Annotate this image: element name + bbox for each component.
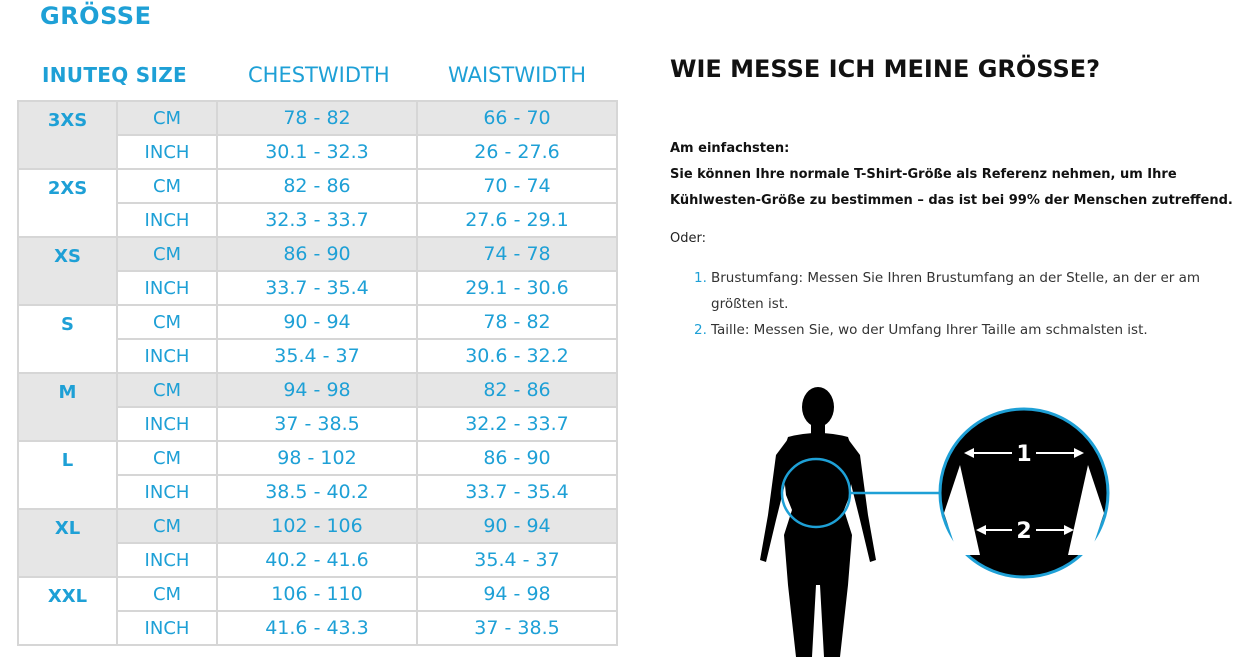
list-item: 1. Brustumfang: Messen Sie Ihren Brustum… bbox=[694, 265, 1214, 317]
unit-inch: INCH bbox=[118, 204, 218, 238]
chest-cm-value: 78 - 82 bbox=[218, 102, 418, 136]
chest-inch-value: 35.4 - 37 bbox=[218, 340, 418, 374]
oder-text: Oder: bbox=[670, 231, 706, 246]
size-group-xxl: XXL CM 106 - 110 94 - 98 INCH 41.6 - 43.3 37 -… bbox=[19, 578, 616, 646]
size-label: M bbox=[19, 374, 118, 442]
waist-inch-value: 33.7 - 35.4 bbox=[418, 476, 616, 510]
unit-inch: INCH bbox=[118, 476, 218, 510]
unit-cm: CM bbox=[118, 306, 218, 340]
waist-cm-value: 70 - 74 bbox=[418, 170, 616, 204]
unit-inch: INCH bbox=[118, 340, 218, 374]
size-label: XL bbox=[19, 510, 118, 578]
arrow-left-icon bbox=[976, 525, 986, 535]
step-text-line-1: Brustumfang: Messen Sie Ihren Brustumfan… bbox=[711, 270, 1201, 286]
unit-cm: CM bbox=[118, 442, 218, 476]
size-group-xs: XS CM 86 - 90 74 - 78 INCH 33.7 - 35.4 29.1 - … bbox=[19, 238, 616, 306]
body-silhouette-icon bbox=[760, 387, 876, 657]
unit-cm: CM bbox=[118, 510, 218, 544]
measure-steps: 1. Brustumfang: Messen Sie Ihren Brustum… bbox=[694, 265, 1214, 343]
waist-cm-value: 66 - 70 bbox=[418, 102, 616, 136]
size-group-s: S CM 90 - 94 78 - 82 INCH 35.4 - 37 30.6 - 32.… bbox=[19, 306, 616, 374]
unit-cm: CM bbox=[118, 170, 218, 204]
chest-inch-value: 33.7 - 35.4 bbox=[218, 272, 418, 306]
size-group-l: L CM 98 - 102 86 - 90 INCH 38.5 - 40.2 33.7 - … bbox=[19, 442, 616, 510]
reference-line-2: Kühlwesten-Größe zu bestimmen – das ist … bbox=[670, 193, 1233, 208]
waist-inch-value: 37 - 38.5 bbox=[418, 612, 616, 646]
step-number: 2. bbox=[694, 322, 707, 338]
waist-cm-value: 74 - 78 bbox=[418, 238, 616, 272]
waist-cm-value: 90 - 94 bbox=[418, 510, 616, 544]
size-group-xl: XL CM 102 - 106 90 - 94 INCH 40.2 - 41.6 35.4 … bbox=[19, 510, 616, 578]
chest-inch-value: 37 - 38.5 bbox=[218, 408, 418, 442]
unit-cm: CM bbox=[118, 374, 218, 408]
step-text-line-2: größten ist. bbox=[711, 296, 789, 312]
waist-inch-value: 32.2 - 33.7 bbox=[418, 408, 616, 442]
intro-bold: Am einfachsten: bbox=[670, 141, 790, 156]
size-table: INUTEQ SIZE CHESTWIDTH WAISTWIDTH 3XS CM 7… bbox=[17, 53, 618, 646]
size-label: L bbox=[19, 442, 118, 510]
header-waist: WAISTWIDTH bbox=[448, 63, 587, 87]
waist-cm-value: 86 - 90 bbox=[418, 442, 616, 476]
measurement-figure: 1 2 bbox=[760, 387, 1110, 657]
unit-inch: INCH bbox=[118, 544, 218, 578]
chest-cm-value: 106 - 110 bbox=[218, 578, 418, 612]
chest-cm-value: 98 - 102 bbox=[218, 442, 418, 476]
waist-inch-value: 26 - 27.6 bbox=[418, 136, 616, 170]
waist-inch-value: 27.6 - 29.1 bbox=[418, 204, 616, 238]
arrow-right-icon bbox=[1074, 448, 1084, 458]
table-header: INUTEQ SIZE CHESTWIDTH WAISTWIDTH bbox=[17, 53, 618, 100]
chest-inch-value: 40.2 - 41.6 bbox=[218, 544, 418, 578]
waist-inch-value: 35.4 - 37 bbox=[418, 544, 616, 578]
size-group-2xs: 2XS CM 82 - 86 70 - 74 INCH 32.3 - 33.7 27.6 -… bbox=[19, 170, 616, 238]
chest-cm-value: 90 - 94 bbox=[218, 306, 418, 340]
chest-cm-value: 86 - 90 bbox=[218, 238, 418, 272]
waist-inch-value: 29.1 - 30.6 bbox=[418, 272, 616, 306]
unit-inch: INCH bbox=[118, 408, 218, 442]
header-chest: CHESTWIDTH bbox=[248, 63, 390, 87]
chest-cm-value: 82 - 86 bbox=[218, 170, 418, 204]
arrow-left-icon bbox=[964, 448, 974, 458]
step-text: Taille: Messen Sie, wo der Umfang Ihrer … bbox=[711, 322, 1148, 338]
size-label: S bbox=[19, 306, 118, 374]
waist-inch-value: 30.6 - 32.2 bbox=[418, 340, 616, 374]
label-waist: 2 bbox=[1016, 519, 1031, 544]
label-chest: 1 bbox=[1016, 442, 1031, 467]
chest-cm-value: 94 - 98 bbox=[218, 374, 418, 408]
howto-title: WIE MESSE ICH MEINE GRÖSSE? bbox=[670, 55, 1101, 83]
unit-cm: CM bbox=[118, 238, 218, 272]
step-text: Brustumfang: Messen Sie Ihren Brustumfan… bbox=[711, 265, 1200, 317]
unit-cm: CM bbox=[118, 102, 218, 136]
table-body: 3XS CM 78 - 82 66 - 70 INCH 30.1 - 32.3 26 - 2… bbox=[17, 100, 618, 646]
size-group-m: M CM 94 - 98 82 - 86 INCH 37 - 38.5 32.2 - 33.… bbox=[19, 374, 616, 442]
list-item: 2. Taille: Messen Sie, wo der Umfang Ihr… bbox=[694, 317, 1214, 343]
chest-cm-value: 102 - 106 bbox=[218, 510, 418, 544]
waist-cm-value: 94 - 98 bbox=[418, 578, 616, 612]
size-label: XS bbox=[19, 238, 118, 306]
waist-cm-value: 78 - 82 bbox=[418, 306, 616, 340]
unit-inch: INCH bbox=[118, 136, 218, 170]
size-label: XXL bbox=[19, 578, 118, 646]
unit-inch: INCH bbox=[118, 272, 218, 306]
chest-inch-value: 32.3 - 33.7 bbox=[218, 204, 418, 238]
page-title: GRÖSSE bbox=[40, 2, 152, 30]
arrow-right-icon bbox=[1064, 525, 1074, 535]
chest-inch-value: 30.1 - 32.3 bbox=[218, 136, 418, 170]
step-number: 1. bbox=[694, 270, 707, 286]
waist-cm-value: 82 - 86 bbox=[418, 374, 616, 408]
chest-inch-value: 38.5 - 40.2 bbox=[218, 476, 418, 510]
reference-line-1: Sie können Ihre normale T-Shirt-Größe al… bbox=[670, 167, 1177, 182]
chest-inch-value: 41.6 - 43.3 bbox=[218, 612, 418, 646]
unit-cm: CM bbox=[118, 578, 218, 612]
size-label: 3XS bbox=[19, 102, 118, 170]
size-group-3xs: 3XS CM 78 - 82 66 - 70 INCH 30.1 - 32.3 26 - 2… bbox=[19, 102, 616, 170]
zoom-circle: 1 2 bbox=[938, 407, 1110, 579]
header-size: INUTEQ SIZE bbox=[42, 63, 187, 87]
unit-inch: INCH bbox=[118, 612, 218, 646]
size-label: 2XS bbox=[19, 170, 118, 238]
